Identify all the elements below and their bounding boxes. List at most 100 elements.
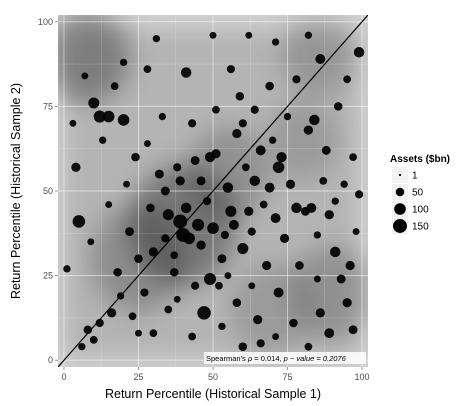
data-point-37 bbox=[160, 186, 170, 196]
data-point-85 bbox=[188, 119, 197, 128]
data-point-112 bbox=[202, 197, 212, 206]
data-point-47 bbox=[107, 308, 117, 318]
data-point-73 bbox=[321, 145, 331, 155]
data-point-91 bbox=[191, 281, 200, 290]
data-point-35 bbox=[196, 176, 206, 186]
data-point-124 bbox=[123, 180, 131, 188]
density-blob-0 bbox=[58, 15, 130, 103]
data-point-83 bbox=[158, 112, 167, 121]
y-axis-ticks: 0 25 50 75 100 bbox=[38, 17, 58, 365]
data-point-118 bbox=[283, 112, 292, 121]
data-point-55 bbox=[180, 67, 192, 78]
data-point-108 bbox=[81, 72, 89, 80]
data-point-33 bbox=[232, 128, 242, 139]
data-point-100 bbox=[354, 190, 364, 199]
data-point-10 bbox=[183, 232, 195, 245]
data-point-65 bbox=[329, 246, 341, 258]
data-point-110 bbox=[161, 234, 170, 243]
y-tick-label-4: 100 bbox=[38, 17, 53, 27]
data-point-133 bbox=[313, 275, 321, 283]
data-point-63 bbox=[295, 261, 304, 270]
data-point-38 bbox=[154, 169, 164, 179]
data-point-59 bbox=[238, 342, 248, 351]
data-point-115 bbox=[259, 200, 268, 209]
data-point-114 bbox=[247, 227, 256, 236]
y-tick-label-1: 25 bbox=[43, 271, 53, 281]
data-point-21 bbox=[276, 152, 287, 163]
data-point-40 bbox=[190, 156, 200, 165]
plot-panel bbox=[58, 15, 368, 367]
data-point-9 bbox=[207, 222, 219, 235]
data-point-20 bbox=[291, 202, 302, 214]
data-point-51 bbox=[89, 336, 98, 344]
data-point-116 bbox=[241, 163, 250, 172]
data-point-74 bbox=[333, 102, 343, 111]
data-point-30 bbox=[324, 210, 334, 220]
data-point-81 bbox=[152, 35, 161, 43]
legend-key-2 bbox=[394, 203, 406, 215]
data-point-61 bbox=[262, 260, 272, 271]
data-point-84 bbox=[119, 58, 128, 67]
data-point-113 bbox=[220, 230, 230, 240]
data-point-70 bbox=[279, 233, 290, 244]
data-point-28 bbox=[270, 213, 281, 224]
data-point-131 bbox=[248, 282, 256, 290]
data-point-78 bbox=[250, 105, 259, 114]
data-point-52 bbox=[78, 343, 86, 351]
data-point-72 bbox=[285, 179, 296, 189]
data-point-41 bbox=[131, 152, 140, 162]
data-point-44 bbox=[134, 254, 143, 263]
data-point-46 bbox=[113, 267, 122, 277]
y-tick-label-3: 75 bbox=[43, 101, 53, 111]
data-point-48 bbox=[128, 312, 137, 321]
data-point-120 bbox=[313, 231, 322, 239]
data-point-14 bbox=[225, 205, 237, 217]
data-point-39 bbox=[146, 203, 155, 213]
y-tick-label-0: 0 bbox=[48, 355, 53, 365]
data-point-60 bbox=[273, 287, 284, 298]
data-point-3 bbox=[72, 215, 86, 228]
data-point-43 bbox=[148, 247, 159, 257]
data-point-13 bbox=[180, 202, 192, 214]
data-point-87 bbox=[238, 119, 247, 128]
data-point-36 bbox=[175, 176, 185, 186]
data-point-25 bbox=[353, 46, 365, 58]
data-point-94 bbox=[149, 329, 158, 338]
data-point-98 bbox=[304, 342, 313, 351]
data-point-121 bbox=[331, 197, 339, 205]
data-point-11 bbox=[162, 209, 174, 221]
annotation-prefix: Spearman's bbox=[206, 354, 248, 363]
data-point-93 bbox=[140, 288, 149, 297]
data-point-128 bbox=[135, 329, 142, 337]
data-point-32 bbox=[244, 206, 254, 216]
data-point-117 bbox=[268, 136, 277, 144]
data-point-97 bbox=[256, 339, 265, 348]
annotation-suffix: − value = 0.2076 bbox=[288, 354, 347, 363]
x-tick-label-3: 75 bbox=[283, 372, 293, 382]
data-point-129 bbox=[173, 295, 181, 303]
data-point-90 bbox=[169, 267, 179, 277]
data-point-26 bbox=[315, 54, 326, 64]
data-point-103 bbox=[304, 31, 313, 39]
data-point-126 bbox=[87, 238, 95, 246]
data-point-62 bbox=[289, 318, 298, 328]
spearman-annotation: Spearman's ρ = 0.014, p − value = 0.2076 bbox=[204, 352, 366, 364]
data-point-17 bbox=[249, 175, 260, 187]
data-point-96 bbox=[218, 322, 226, 331]
data-point-80 bbox=[143, 65, 152, 74]
legend-label-2: 100 bbox=[412, 205, 429, 216]
x-axis-ticks: 0 25 50 75 100 bbox=[61, 367, 370, 382]
data-point-15 bbox=[222, 182, 234, 193]
data-point-67 bbox=[345, 260, 355, 271]
data-point-54 bbox=[71, 162, 81, 172]
data-point-34 bbox=[211, 149, 221, 159]
data-point-104 bbox=[271, 38, 280, 46]
legend-label-0: 1 bbox=[412, 171, 418, 182]
data-point-77 bbox=[226, 65, 235, 74]
data-point-8 bbox=[192, 218, 205, 231]
data-point-5 bbox=[117, 114, 130, 126]
data-point-125 bbox=[105, 201, 113, 208]
data-point-75 bbox=[235, 91, 245, 101]
data-point-99 bbox=[348, 325, 358, 335]
